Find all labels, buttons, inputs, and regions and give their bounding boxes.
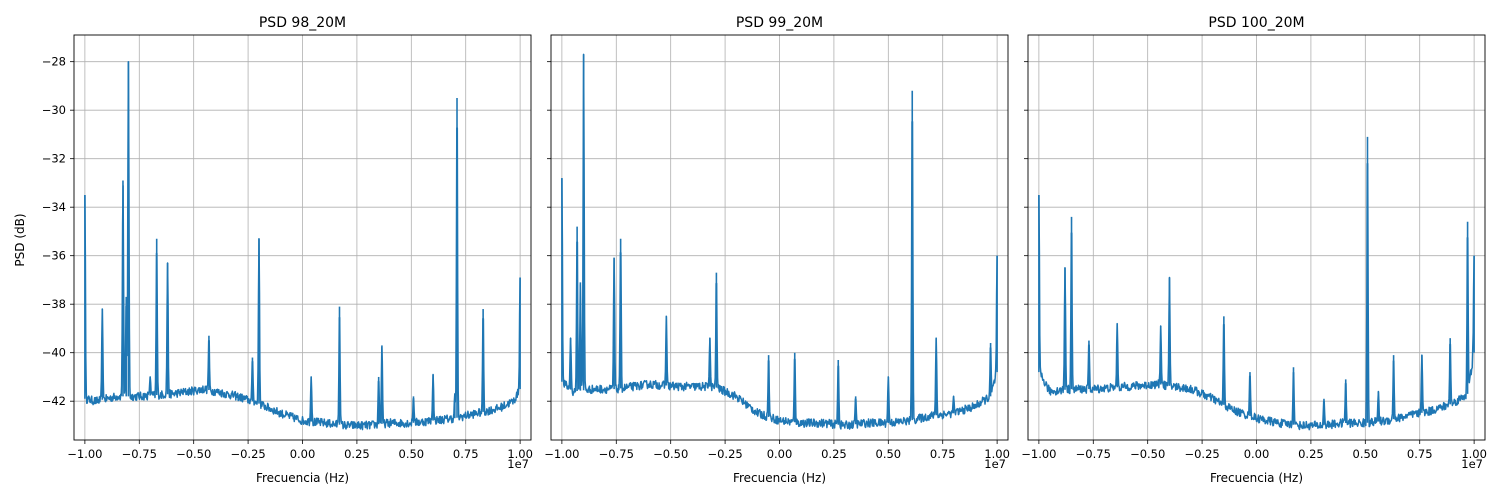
panel-title: PSD 98_20M [259,15,346,31]
psd-series-line [561,53,998,430]
x-tick-label: 0.75 [1407,447,1433,461]
y-tick-label: −36 [42,249,66,263]
panel-title: PSD 99_20M [736,15,823,31]
x-tick-label: −0.25 [230,447,265,461]
x-tick-label: 0.00 [767,447,793,461]
x-offset-text: 1e7 [1461,457,1483,471]
x-tick-label: 0.50 [1353,447,1379,461]
x-tick-label: 1.00 [984,447,1010,461]
x-tick-label: 1.00 [1461,447,1487,461]
x-tick-label: 0.25 [821,447,847,461]
x-tick-label: −0.50 [653,447,688,461]
x-tick-label: −0.50 [176,447,211,461]
x-tick-label: 0.25 [1298,447,1324,461]
x-axis-label: Frecuencia (Hz) [733,471,826,485]
y-tick-label: −42 [42,394,66,408]
x-tick-label: 0.00 [1244,447,1270,461]
y-tick-label: −28 [42,55,66,69]
x-tick-label: 0.25 [344,447,370,461]
x-tick-label: −1.00 [544,447,579,461]
y-tick-label: −30 [42,103,66,117]
x-tick-label: −0.75 [599,447,634,461]
panel-title: PSD 100_20M [1208,15,1304,31]
x-tick-label: 0.75 [453,447,479,461]
x-tick-label: 0.75 [930,447,956,461]
y-tick-label: −34 [42,200,66,214]
x-tick-label: −0.75 [122,447,157,461]
y-tick-label: −32 [42,152,66,166]
y-tick-label: −38 [42,297,66,311]
x-tick-label: −0.25 [707,447,742,461]
x-tick-label: 0.50 [399,447,425,461]
x-tick-label: −0.50 [1130,447,1165,461]
psd-series-line [1038,162,1475,431]
x-offset-text: 1e7 [984,457,1006,471]
x-tick-label: −1.00 [67,447,102,461]
x-tick-label: 0.50 [876,447,902,461]
x-tick-label: 1.00 [507,447,533,461]
x-tick-label: −0.25 [1184,447,1219,461]
shared-y-axis-label: PSD (dB) [13,213,27,266]
x-tick-label: −0.75 [1076,447,1111,461]
y-tick-label: −40 [42,346,66,360]
panel-2: −1.00 −0.75 −0.50 −0.25 0.00 0.25 0.50 0.75 1.00… [544,15,1010,485]
x-offset-text: 1e7 [507,457,529,471]
x-axis-label: Frecuencia (Hz) [1210,471,1303,485]
x-axis-label: Frecuencia (Hz) [256,471,349,485]
panel-1: −1.00 −0.75 −0.50 −0.25 0.00 0.25 0.50 0.75 1.00… [42,15,533,485]
x-tick-label: −1.00 [1021,447,1056,461]
x-tick-label: 0.00 [290,447,316,461]
panel-3: −1.00 −0.75 −0.50 −0.25 0.00 0.25 0.50 0.75 1.00… [1021,15,1487,485]
